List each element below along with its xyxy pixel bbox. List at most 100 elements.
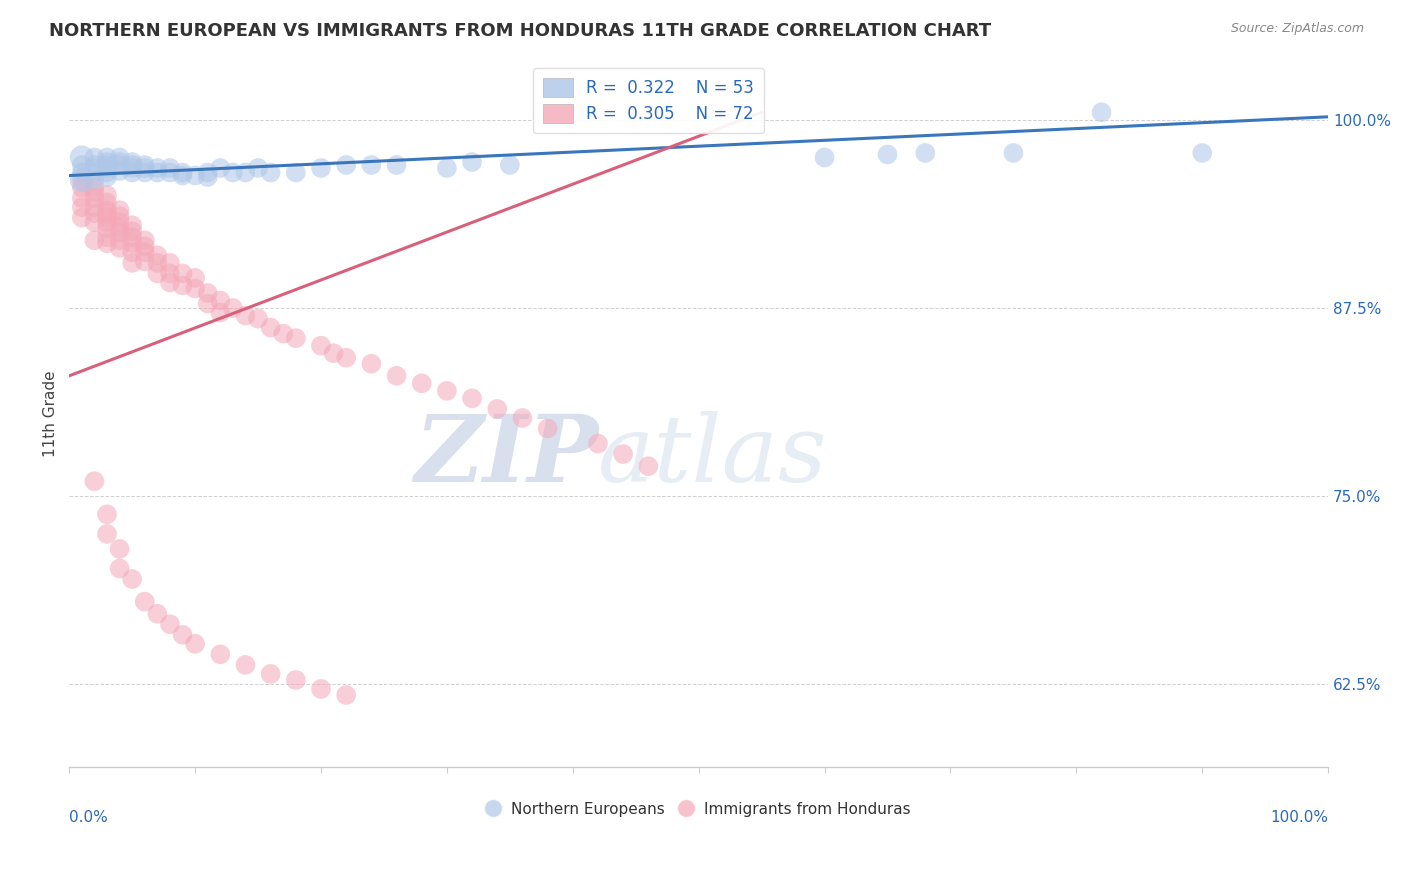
Text: ZIP: ZIP (413, 411, 598, 501)
Point (197, 296, 219, 310)
Point (70, 191, 93, 205)
Point (260, 320, 283, 334)
Point (83, 173, 105, 187)
Point (96, 527, 118, 541)
Point (184, 169, 207, 183)
Point (96, 236, 118, 251)
Point (96, 165, 118, 179)
Point (209, 161, 232, 175)
Point (637, 459, 659, 474)
Point (222, 165, 245, 179)
Text: 0.0%: 0.0% (69, 810, 108, 825)
Point (96, 195, 118, 210)
Text: atlas: atlas (598, 411, 828, 501)
Point (134, 158, 156, 172)
Point (121, 245, 143, 260)
Point (461, 392, 484, 406)
Point (108, 541, 131, 556)
Point (121, 236, 143, 251)
Point (70, 173, 93, 187)
Point (108, 226, 131, 240)
Point (108, 151, 131, 165)
Point (96, 155, 118, 169)
Point (309, 681, 332, 696)
Point (121, 224, 143, 238)
Point (108, 561, 131, 575)
Point (121, 165, 143, 179)
Point (108, 203, 131, 218)
Point (385, 368, 408, 383)
Point (134, 254, 156, 268)
Point (914, 145, 936, 160)
Point (96, 169, 118, 184)
Point (536, 421, 558, 435)
Point (108, 221, 131, 235)
Point (83, 474, 105, 488)
Point (197, 169, 219, 184)
Point (813, 151, 835, 165)
Point (159, 267, 181, 281)
Point (83, 233, 105, 247)
Point (108, 164, 131, 178)
Point (121, 218, 143, 232)
Point (586, 436, 609, 450)
Point (121, 256, 143, 270)
Point (96, 508, 118, 522)
Point (335, 688, 357, 702)
Point (121, 158, 143, 172)
Point (108, 209, 131, 223)
Text: NORTHERN EUROPEAN VS IMMIGRANTS FROM HONDURAS 11TH GRADE CORRELATION CHART: NORTHERN EUROPEAN VS IMMIGRANTS FROM HON… (49, 22, 991, 40)
Point (159, 276, 181, 290)
Point (146, 256, 169, 270)
Point (96, 188, 118, 202)
Point (335, 351, 357, 365)
Point (108, 215, 131, 229)
Point (83, 200, 105, 214)
Point (83, 206, 105, 220)
Point (96, 151, 118, 165)
Point (271, 326, 294, 341)
Point (1002, 145, 1025, 160)
Point (184, 271, 207, 285)
Point (83, 191, 105, 205)
Point (146, 161, 169, 175)
Point (96, 211, 118, 225)
Point (436, 161, 458, 175)
Point (96, 215, 118, 229)
Point (247, 161, 270, 175)
Point (335, 158, 357, 172)
Point (70, 180, 93, 194)
Point (209, 648, 232, 662)
Point (159, 256, 181, 270)
Point (146, 248, 169, 262)
Point (209, 293, 232, 308)
Point (512, 411, 534, 425)
Point (159, 617, 181, 632)
Point (184, 281, 207, 295)
Point (134, 594, 156, 608)
Point (360, 357, 382, 371)
Point (197, 165, 219, 179)
Point (70, 158, 93, 172)
Point (70, 151, 93, 165)
Point (108, 155, 131, 169)
Point (309, 339, 332, 353)
Point (134, 245, 156, 260)
Y-axis label: 11th Grade: 11th Grade (44, 370, 58, 457)
Point (461, 155, 484, 169)
Point (96, 158, 118, 172)
Point (83, 165, 105, 179)
Point (612, 447, 634, 461)
Point (284, 165, 307, 179)
Point (197, 285, 219, 300)
Point (159, 161, 181, 175)
Point (486, 401, 509, 416)
Legend: Northern Europeans, Immigrants from Honduras: Northern Europeans, Immigrants from Hond… (481, 795, 917, 823)
Point (83, 180, 105, 194)
Point (876, 147, 898, 161)
Point (83, 158, 105, 172)
Point (83, 151, 105, 165)
Point (235, 165, 257, 179)
Point (284, 673, 307, 687)
Point (322, 346, 344, 360)
